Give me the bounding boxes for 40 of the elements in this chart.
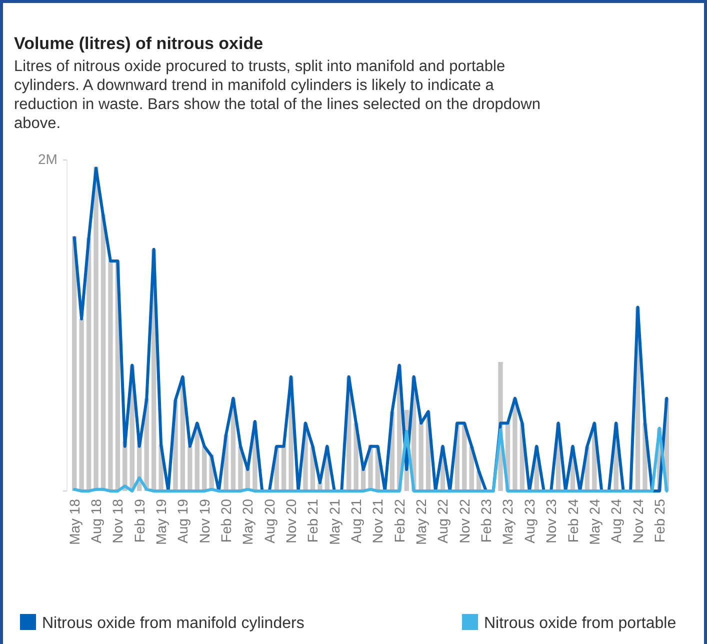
x-tick-label: Nov 22	[456, 498, 472, 544]
x-tick-label: Aug 22	[434, 498, 451, 544]
x-tick-label: Aug 19	[174, 498, 191, 544]
x-tick-label: Feb 25	[651, 498, 668, 543]
chart-title: Volume (litres) of nitrous oxide	[14, 34, 264, 53]
x-tick-label: May 18	[66, 498, 82, 545]
x-tick-label: Feb 24	[564, 498, 581, 543]
x-tick-label: Nov 23	[543, 498, 560, 544]
x-tick-label: Nov 21	[370, 498, 386, 544]
x-tick-label: Aug 24	[608, 498, 624, 544]
x-tick-label: Feb 19	[131, 498, 148, 543]
x-tick-label: May 19	[153, 498, 170, 545]
x-tick-label: May 24	[586, 498, 602, 545]
bar	[100, 214, 106, 491]
x-tick-label: Feb 23	[478, 498, 494, 543]
x-tick-label: Aug 20	[261, 498, 278, 544]
x-tick-label: Nov 19	[196, 498, 212, 544]
bar	[418, 423, 424, 491]
x-tick-label: May 22	[413, 498, 430, 545]
bar	[79, 318, 84, 491]
x-tick-label: Feb 21	[304, 498, 321, 543]
x-tick-label: Aug 21	[348, 498, 364, 544]
x-tick-label: Nov 24	[630, 498, 646, 544]
bar	[188, 446, 192, 491]
bar	[281, 446, 286, 491]
x-tick-label: May 21	[326, 498, 342, 545]
bar	[94, 166, 98, 491]
x-tick-label: Nov 20	[283, 498, 300, 544]
x-tick-label: Aug 23	[521, 498, 538, 544]
x-tick-label: May 20	[240, 498, 256, 545]
x-tick-label: Feb 20	[218, 498, 234, 543]
x-tick-label: Nov 18	[110, 498, 126, 544]
legend-label: Nitrous oxide from portable	[484, 615, 676, 632]
x-tick-label: Feb 22	[391, 498, 408, 543]
bar	[108, 260, 113, 491]
legend-label: Nitrous oxide from manifold cylinders	[42, 615, 304, 632]
x-tick-label: May 23	[500, 498, 516, 545]
chart-subtitle: Litres of nitrous oxide procured to trusts, split into manifold and portable cylinders. A downward trend in manifold cylinders is likely to indicate a reduction in waste. Bars show the total of the lines selected on the dropdown above.	[14, 58, 540, 132]
x-tick-label: Aug 18	[88, 498, 104, 544]
y-tick-label: 2M	[38, 151, 58, 167]
